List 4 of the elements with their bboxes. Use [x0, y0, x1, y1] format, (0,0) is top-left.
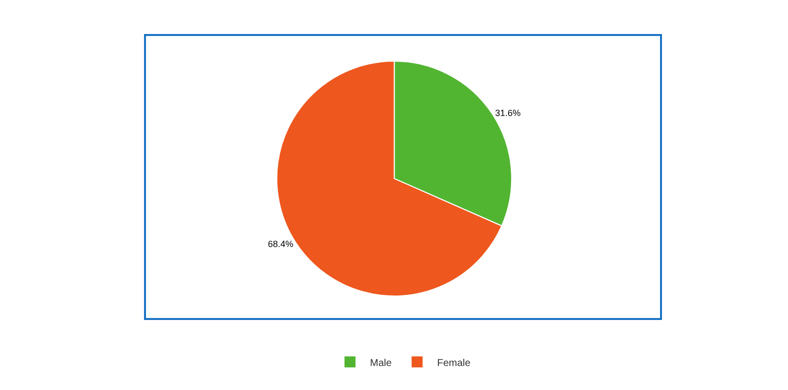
data-label: 31.6% — [495, 108, 521, 118]
legend-label: Female — [437, 358, 471, 369]
data-label: 68.4% — [268, 239, 294, 250]
legend-label: Male — [370, 358, 392, 369]
